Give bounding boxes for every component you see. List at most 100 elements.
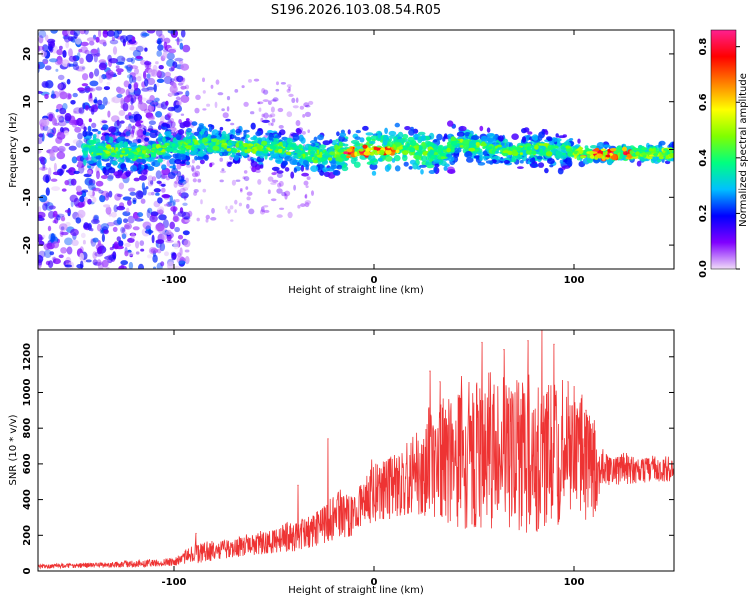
spectrogram-blob [59,169,62,176]
spectrogram-blob [79,65,85,72]
spectrogram-blob [336,131,340,136]
spectrogram-blob [420,169,424,175]
spectrogram-blob [77,210,85,218]
spectrogram-ridge-point [212,142,215,146]
spectrogram-blob [169,222,175,230]
spectrogram-blob [44,249,52,258]
spectrogram-blob [291,98,295,103]
spectrogram-blob [161,164,166,170]
spectrogram-ridge-point [663,150,666,153]
spectrogram-blob [59,223,68,231]
spectrogram-blob [243,102,248,107]
spectrogram-blob [369,141,375,144]
spectrogram-blob [96,160,101,167]
spectrogram-blob [230,219,233,221]
spectrogram-ridge-point [548,145,554,150]
spectrogram-ridge-point [580,155,586,158]
spectrogram-blob [120,120,125,123]
spectrogram-blob [230,130,234,134]
spectrogram-blob [114,30,120,39]
snr-x-label: Height of straight line (km) [288,585,424,596]
spectrogram-blob [245,186,248,190]
spectrogram-blob [99,63,107,71]
spectrogram-blob [42,81,49,88]
spectrogram-ridge-point [447,144,452,148]
spectrogram-blob [310,165,318,172]
spectrogram-blob [124,243,131,247]
spectrogram-blob [79,90,85,93]
spectrogram-blob [372,171,376,176]
spectrogram-blob [227,209,230,214]
spectrogram-blob [101,175,108,179]
spectrogram-ridge-point [305,156,312,160]
spectrogram-blob [287,89,291,93]
spectrogram-ridge-point [379,150,384,155]
spectrogram-blob [170,206,177,212]
spectrogram-blob [305,194,307,199]
spectrogram-blob [124,223,132,230]
spectrogram-blob [216,79,220,84]
spectrogram-ridge-point [659,156,664,159]
spectrogram-ridge-point [227,148,232,151]
spectrogram-blob [134,178,140,182]
spectrogram-blob [202,108,206,110]
spectrogram-blob [101,223,109,230]
spectrogram-blob [64,238,73,246]
spectrogram-blob [108,255,116,261]
spectrogram-blob [132,125,135,133]
spectrogram-blob [92,129,99,132]
spectrogram-blob [421,134,426,141]
spectrogram-ridge-point [589,151,594,156]
spectrogram-blob [260,164,263,168]
spectrogram-blob [294,168,297,173]
snr-y-tick-label: 800 [22,418,33,439]
spectrogram-blob [87,88,96,92]
spectrogram-blob [48,226,51,231]
spectrogram-blob [148,192,153,196]
spectrogram-blob [176,96,181,100]
spectrogram-blob [184,196,187,201]
spectrogram-blob [246,204,250,209]
spectrogram-blob [56,109,59,112]
spectrogram-ridge-point [212,146,219,151]
spectrogram-blob [81,189,88,192]
spectrogram-blob [65,143,71,146]
spectrogram-blob [36,234,43,242]
spectrogram-blob [498,135,504,141]
snr-y-label: SNR (10 * v/v) [8,414,19,485]
spectrogram-blob [155,102,158,106]
spectrogram-blob [113,46,117,55]
spectrogram-blob [149,120,156,125]
spectrogram-blob [162,232,167,241]
spectrogram-ridge-point [497,145,502,148]
spectrogram-blob [385,165,390,172]
spectrogram-blob [479,126,483,131]
spectrogram-ridge-point [543,143,548,147]
spectrogram-blob [73,139,79,144]
spectrogram-blob [96,171,100,180]
spectrogram-blob [68,64,74,67]
spectrogram-blob [91,123,96,128]
spectrogram-blob [50,149,54,156]
spectrogram-blob [259,108,262,112]
spectrogram-blob [137,139,141,143]
spectrogram-blob [300,106,304,110]
spectrogram-blob [160,261,164,266]
spectrogram-blob [395,123,400,128]
spectrogram-ridge-point [121,150,125,153]
spectrogram-blob [219,158,223,162]
spectrogram-blob [174,266,180,271]
spectrogram-blob [370,160,373,163]
spectrogram-blob [206,104,210,107]
spectrogram-blob [56,49,63,55]
spectrogram-blob [166,124,170,129]
spectrogram-blob [108,174,114,179]
spectrogram-blob [194,189,199,193]
spectrogram-blob [124,141,129,147]
spectrogram-blob [222,152,228,156]
spectrogram-blob [156,223,165,232]
spectrogram-blob [82,83,88,86]
spectrogram-blob [148,229,151,235]
spectrogram-ridge-point [328,157,332,160]
spectrogram-ridge-point [370,148,374,151]
